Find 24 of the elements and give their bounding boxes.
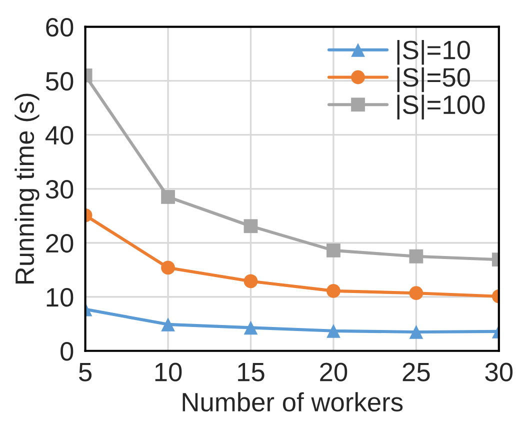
- point: [326, 243, 340, 258]
- point: [244, 320, 258, 335]
- x-axis-title: Number of workers: [182, 392, 403, 412]
- y-tick-label: 10: [46, 288, 74, 307]
- y-tick-label: 40: [45, 126, 74, 145]
- point: [326, 324, 340, 338]
- legend-label: |S|=50: [397, 67, 470, 92]
- legend-label: |S|=100: [397, 94, 485, 120]
- point: [326, 284, 340, 298]
- x-tick-label: 30: [485, 362, 513, 382]
- y-tick-label: 50: [46, 72, 74, 91]
- x-tick-label: 5: [79, 362, 92, 382]
- x-tick-label: 15: [238, 362, 264, 382]
- y-axis-title: Running time (s): [14, 94, 40, 284]
- point: [244, 219, 258, 234]
- x-tick-label: 10: [155, 362, 182, 382]
- legend-label: |S|=10: [397, 40, 470, 65]
- y-tick-label: 60: [46, 18, 74, 37]
- y-tick-label: 30: [46, 180, 74, 199]
- x-tick-label: 20: [320, 362, 348, 382]
- y-tick-label: 20: [46, 234, 74, 253]
- x-tick-label: 25: [402, 362, 430, 382]
- point: [244, 274, 258, 288]
- y-tick-label: 0: [60, 342, 74, 361]
